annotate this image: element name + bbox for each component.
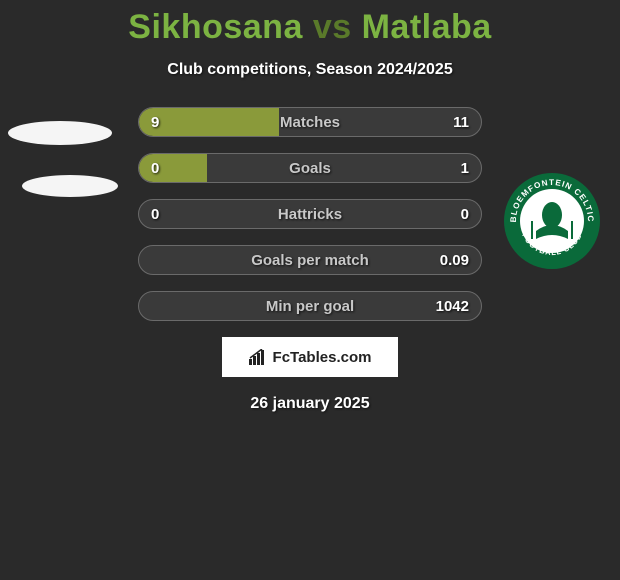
stat-value-left: 0: [151, 154, 159, 182]
stat-label: Hattricks: [139, 200, 481, 228]
subtitle: Club competitions, Season 2024/2025: [0, 61, 620, 79]
player2-name: Matlaba: [362, 8, 492, 46]
stats-content: BLOEMFONTEIN CELTIC FOOTBALL CLUB Matche…: [0, 107, 620, 321]
brand-text: FcTables.com: [273, 349, 372, 366]
comparison-title: Sikhosana vs Matlaba: [0, 0, 620, 47]
stat-value-right: 11: [453, 108, 469, 136]
stat-label: Min per goal: [139, 292, 481, 320]
chart-icon: [249, 349, 267, 365]
stat-value-left: 0: [151, 200, 159, 228]
footer-date: 26 january 2025: [0, 395, 620, 413]
brand-logo: FcTables.com: [222, 337, 398, 377]
stat-bar: Min per goal1042: [138, 291, 482, 321]
stat-bar: Goals per match0.09: [138, 245, 482, 275]
player1-badge-oval-1: [8, 121, 112, 145]
crest-icon: BLOEMFONTEIN CELTIC FOOTBALL CLUB: [502, 171, 602, 271]
player1-name: Sikhosana: [128, 8, 303, 46]
stat-bar: Goals01: [138, 153, 482, 183]
player2-club-crest: BLOEMFONTEIN CELTIC FOOTBALL CLUB: [502, 171, 602, 271]
stat-bar: Hattricks0 0: [138, 199, 482, 229]
stat-value-right: 1: [461, 154, 469, 182]
stat-value-right: 0: [461, 200, 469, 228]
stat-value-right: 0.09: [440, 246, 469, 274]
stat-bar-fill-left: [139, 108, 279, 136]
stat-label: Goals per match: [139, 246, 481, 274]
vs-separator: vs: [313, 8, 352, 46]
stat-value-right: 1042: [436, 292, 469, 320]
stat-bar-fill-left: [139, 154, 207, 182]
stat-bar: Matches911: [138, 107, 482, 137]
stat-value-left: 9: [151, 108, 159, 136]
player1-badge-oval-2: [22, 175, 118, 197]
